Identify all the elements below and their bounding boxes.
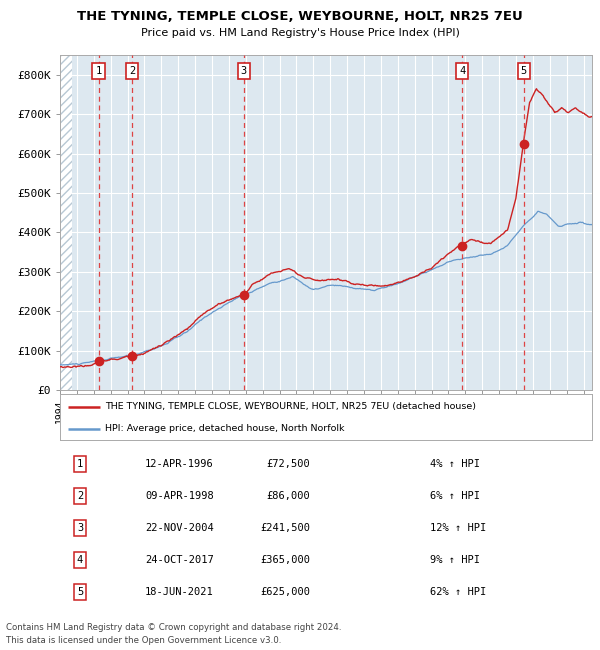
Text: 3: 3 [77,523,83,533]
Text: 4% ↑ HPI: 4% ↑ HPI [430,459,480,469]
Text: £241,500: £241,500 [260,523,310,533]
Text: 6% ↑ HPI: 6% ↑ HPI [430,491,480,501]
Text: £625,000: £625,000 [260,587,310,597]
Text: 4: 4 [459,66,465,76]
Text: 4: 4 [77,555,83,565]
Text: 12-APR-1996: 12-APR-1996 [145,459,214,469]
Text: 24-OCT-2017: 24-OCT-2017 [145,555,214,565]
Text: £86,000: £86,000 [266,491,310,501]
Text: 12% ↑ HPI: 12% ↑ HPI [430,523,486,533]
Text: THE TYNING, TEMPLE CLOSE, WEYBOURNE, HOLT, NR25 7EU: THE TYNING, TEMPLE CLOSE, WEYBOURNE, HOL… [77,10,523,23]
Text: 2: 2 [129,66,135,76]
Text: Price paid vs. HM Land Registry's House Price Index (HPI): Price paid vs. HM Land Registry's House … [140,28,460,38]
Text: 5: 5 [521,66,527,76]
Text: 22-NOV-2004: 22-NOV-2004 [145,523,214,533]
Text: 1: 1 [95,66,101,76]
Text: 18-JUN-2021: 18-JUN-2021 [145,587,214,597]
Text: 1: 1 [77,459,83,469]
Text: 5: 5 [77,587,83,597]
Text: This data is licensed under the Open Government Licence v3.0.: This data is licensed under the Open Gov… [6,636,281,645]
Text: 9% ↑ HPI: 9% ↑ HPI [430,555,480,565]
Text: Contains HM Land Registry data © Crown copyright and database right 2024.: Contains HM Land Registry data © Crown c… [6,623,341,632]
Text: 3: 3 [241,66,247,76]
Text: 2: 2 [77,491,83,501]
Text: £365,000: £365,000 [260,555,310,565]
Text: 09-APR-1998: 09-APR-1998 [145,491,214,501]
Text: THE TYNING, TEMPLE CLOSE, WEYBOURNE, HOLT, NR25 7EU (detached house): THE TYNING, TEMPLE CLOSE, WEYBOURNE, HOL… [105,402,476,411]
Text: £72,500: £72,500 [266,459,310,469]
Text: HPI: Average price, detached house, North Norfolk: HPI: Average price, detached house, Nort… [105,424,345,433]
Text: 62% ↑ HPI: 62% ↑ HPI [430,587,486,597]
